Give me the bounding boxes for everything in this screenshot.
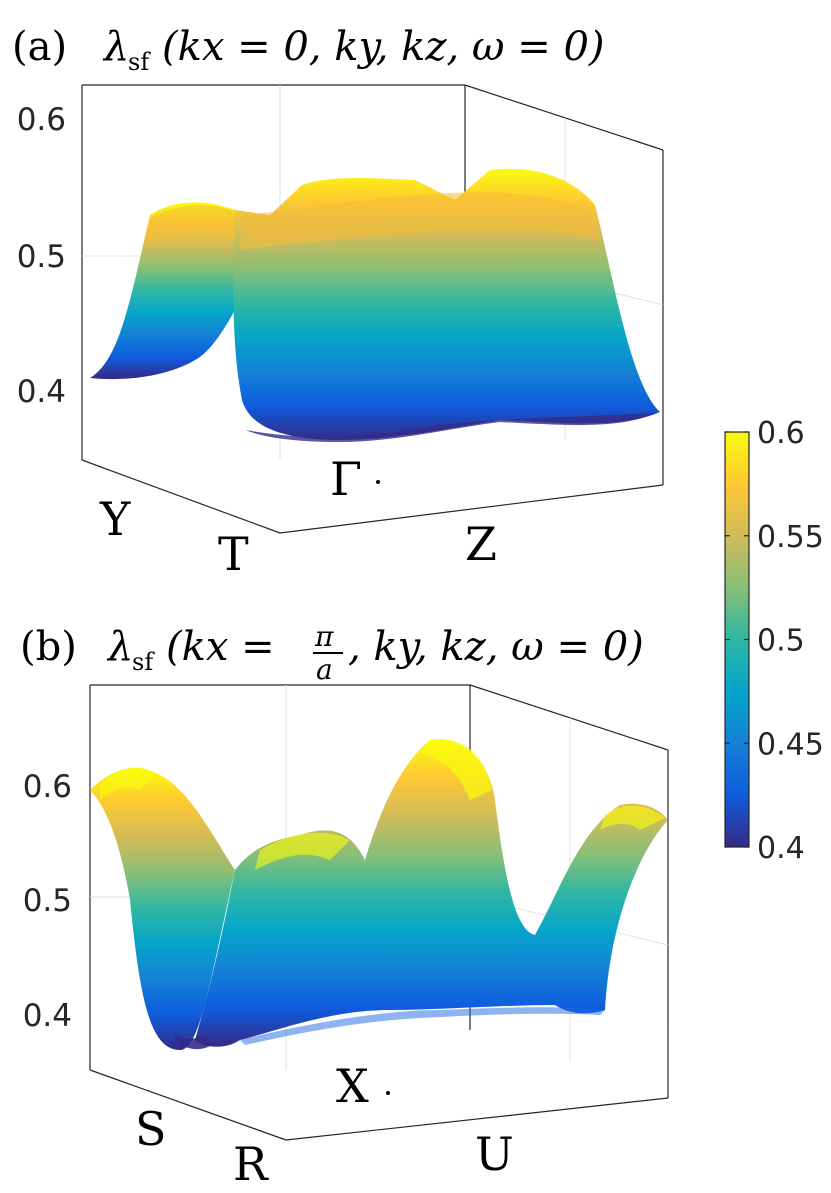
svg-text:(kx = 0, ky, kz, ω = 0): (kx = 0, ky, kz, ω = 0) — [162, 24, 605, 70]
gamma-dot — [376, 480, 380, 484]
panel-b-kpoints: S R X U — [135, 1059, 514, 1191]
colorbar-ticks: 0.4 0.45 0.5 0.55 0.6 — [725, 416, 824, 866]
svg-text:, ky, kz, ω = 0): , ky, kz, ω = 0) — [348, 624, 644, 670]
panel-a-z-tick: 0.6 — [17, 102, 66, 138]
panel-a-title: λ sf (kx = 0, ky, kz, ω = 0) — [102, 24, 605, 76]
kpoint-label: S — [135, 1102, 167, 1156]
kpoint-label: U — [475, 1127, 514, 1181]
panel-a: (a) λ sf (kx = 0, ky, kz, ω = 0) 0.6 0.5… — [12, 24, 664, 581]
panel-b-z-tick: 0.6 — [23, 769, 72, 805]
x-dot — [386, 1091, 390, 1095]
colorbar: 0.4 0.45 0.5 0.55 0.6 — [724, 416, 824, 866]
panel-a-label: (a) — [12, 24, 67, 70]
kpoint-label: Z — [465, 517, 497, 571]
panel-a-surface — [90, 168, 660, 442]
panel-b-surface — [90, 739, 668, 1050]
panel-a-z-tick: 0.4 — [17, 374, 66, 410]
colorbar-tick-label: 0.45 — [757, 727, 824, 762]
svg-text:(kx =: (kx = — [166, 624, 275, 670]
colorbar-tick-label: 0.55 — [757, 520, 824, 555]
colorbar-tick-label: 0.4 — [757, 831, 805, 866]
panel-a-kpoints: Y T Γ Z — [99, 452, 497, 581]
panel-b-z-tick: 0.5 — [23, 883, 72, 919]
svg-text:sf: sf — [128, 48, 151, 76]
kpoint-label: Y — [99, 492, 131, 546]
panel-b: (b) λ sf (kx = π a , ky, kz, ω = 0) — [20, 620, 669, 1191]
svg-text:λ: λ — [102, 24, 129, 70]
panel-a-z-ticks: 0.6 0.5 0.4 — [17, 102, 66, 410]
panel-a-z-tick: 0.5 — [17, 239, 66, 275]
svg-text:a: a — [316, 653, 333, 686]
svg-text:π: π — [314, 620, 334, 653]
panel-b-z-tick: 0.4 — [23, 998, 72, 1034]
kpoint-label: Γ — [330, 452, 362, 506]
panel-b-label: (b) — [20, 624, 77, 670]
panel-b-z-ticks: 0.6 0.5 0.4 — [23, 769, 72, 1034]
kpoint-label: R — [233, 1137, 269, 1191]
kpoint-label: T — [218, 527, 249, 581]
colorbar-tick-label: 0.5 — [757, 624, 805, 659]
panel-b-title: λ sf (kx = π a , ky, kz, ω = 0) — [106, 620, 644, 686]
svg-text:λ: λ — [106, 624, 133, 670]
colorbar-tick-label: 0.6 — [757, 416, 805, 451]
kpoint-label: X — [336, 1059, 369, 1113]
svg-text:sf: sf — [132, 648, 155, 676]
